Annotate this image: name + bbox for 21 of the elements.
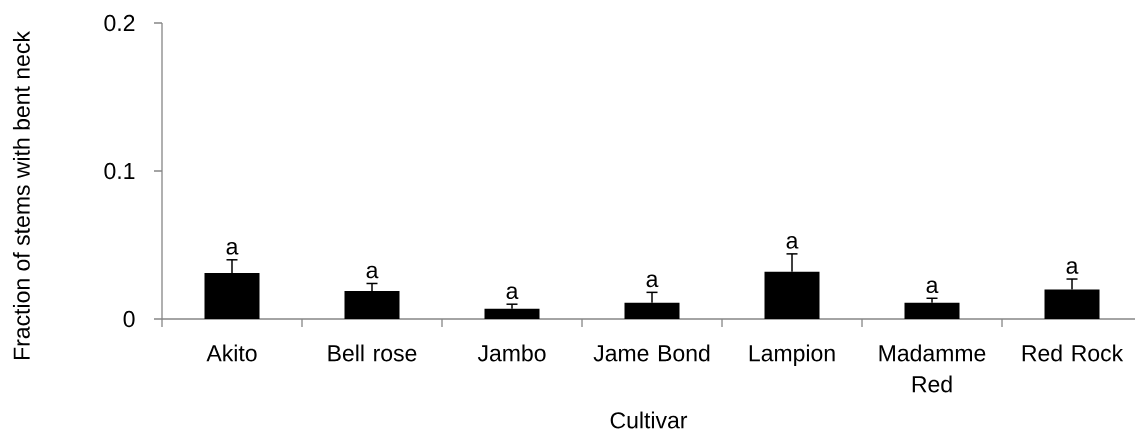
annotation: a	[786, 236, 799, 249]
annotation: a	[226, 242, 239, 255]
y-tick-label: 0	[123, 310, 135, 328]
x-tick-label: Akito	[206, 344, 257, 362]
x-axis-title: Cultivar	[610, 411, 688, 429]
x-tick-label: Lampion	[749, 344, 835, 366]
annotation: a	[506, 286, 519, 299]
y-tick-label: 0.2	[104, 14, 135, 32]
annotation: a	[366, 265, 379, 279]
x-tick-label: Jame Bond	[593, 344, 710, 362]
x-tick-label: Madamme Red	[879, 344, 986, 393]
x-tick-label: Red Rock	[1022, 344, 1124, 362]
annotation: a	[646, 274, 659, 288]
x-tick-label: Bell rose	[328, 344, 417, 362]
bar	[904, 302, 960, 319]
y-tick-label: 0.1	[104, 162, 135, 180]
bar	[484, 308, 540, 319]
y-axis-title: Fraction of stems with bent neck	[12, 31, 30, 360]
annotation: a	[1066, 261, 1079, 274]
x-tick-label: Jambo	[477, 344, 546, 362]
annotation: a	[926, 280, 939, 294]
